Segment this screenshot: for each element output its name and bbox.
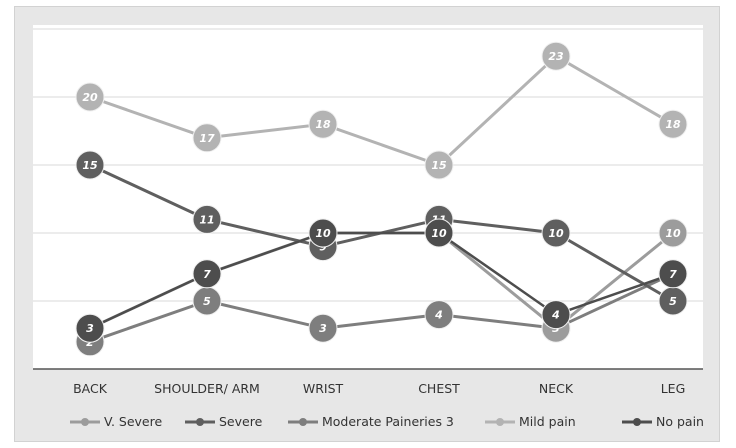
x-tick-label: LEG bbox=[661, 381, 686, 396]
x-tick-label: NECK bbox=[539, 381, 574, 396]
legend-swatch-marker bbox=[496, 418, 504, 426]
legend-item: V. Severe bbox=[70, 414, 162, 429]
series-line bbox=[89, 54, 674, 167]
series-line bbox=[89, 272, 674, 344]
legend-item: Severe bbox=[185, 414, 263, 429]
x-tick-label: BACK bbox=[73, 381, 108, 396]
legend-label: Severe bbox=[219, 414, 263, 429]
data-point bbox=[308, 109, 338, 139]
data-point bbox=[658, 218, 688, 248]
data-label: 5 bbox=[669, 295, 677, 308]
data-label: 11 bbox=[199, 213, 214, 226]
legend-label: Moderate Paineries 3 bbox=[322, 414, 454, 429]
series-layer: 2017181523182534373710103101511911105371… bbox=[75, 41, 688, 357]
data-point bbox=[192, 204, 222, 234]
data-point bbox=[658, 259, 688, 289]
data-point bbox=[192, 123, 222, 153]
data-label: 10 bbox=[315, 227, 331, 240]
data-label: 5 bbox=[203, 295, 211, 308]
data-point bbox=[658, 109, 688, 139]
data-label: 4 bbox=[434, 309, 443, 322]
data-label: 18 bbox=[665, 118, 681, 131]
data-label: 7 bbox=[203, 268, 211, 281]
data-point bbox=[424, 300, 454, 330]
legend-swatch-marker bbox=[81, 418, 89, 426]
data-label: 17 bbox=[199, 132, 215, 145]
data-point bbox=[308, 218, 338, 248]
data-label: 15 bbox=[82, 159, 98, 172]
data-label: 10 bbox=[431, 227, 447, 240]
data-point bbox=[192, 259, 222, 289]
data-point bbox=[541, 41, 571, 71]
data-label: 18 bbox=[315, 118, 331, 131]
legend-swatch-marker bbox=[633, 418, 641, 426]
series-3: 20 17 18 15 23 18 bbox=[75, 41, 688, 180]
data-label: 4 bbox=[551, 309, 560, 322]
plot-background bbox=[33, 25, 703, 369]
legend-swatch-marker bbox=[299, 418, 307, 426]
legend-item: No pain bbox=[622, 414, 704, 429]
x-tick-label: SHOULDER/ ARM bbox=[154, 381, 260, 396]
data-label: 3 bbox=[319, 322, 327, 335]
data-label: 10 bbox=[548, 227, 564, 240]
data-label: 3 bbox=[86, 322, 94, 335]
series-line bbox=[89, 231, 674, 330]
data-point bbox=[75, 82, 105, 112]
data-point bbox=[541, 300, 571, 330]
legend-item: Mild pain bbox=[485, 414, 576, 429]
x-tick-label: CHEST bbox=[418, 381, 460, 396]
data-label: 15 bbox=[431, 159, 447, 172]
legend-swatch-marker bbox=[196, 418, 204, 426]
x-axis-ticks: BACK SHOULDER/ ARM WRIST CHEST NECK LEG bbox=[73, 381, 685, 396]
series-4: 3 7 10 10 4 7 bbox=[75, 218, 688, 343]
data-point bbox=[75, 150, 105, 180]
data-point bbox=[308, 313, 338, 343]
data-label: 23 bbox=[548, 50, 564, 63]
data-label: 7 bbox=[669, 268, 677, 281]
data-label: 20 bbox=[82, 91, 98, 104]
legend-item: Moderate Paineries 3 bbox=[288, 414, 454, 429]
data-point bbox=[424, 218, 454, 248]
data-label: 10 bbox=[665, 227, 681, 240]
line-chart: 2017181523182534373710103101511911105371… bbox=[33, 25, 704, 429]
chart-frame: 2017181523182534373710103101511911105371… bbox=[14, 6, 720, 442]
legend: V. Severe Severe Moderate Paineries 3 Mild … bbox=[70, 414, 704, 429]
data-point bbox=[541, 218, 571, 248]
legend-label: No pain bbox=[656, 414, 704, 429]
legend-label: V. Severe bbox=[104, 414, 162, 429]
data-point bbox=[424, 150, 454, 180]
legend-label: Mild pain bbox=[519, 414, 576, 429]
x-tick-label: WRIST bbox=[303, 381, 344, 396]
data-point bbox=[75, 313, 105, 343]
